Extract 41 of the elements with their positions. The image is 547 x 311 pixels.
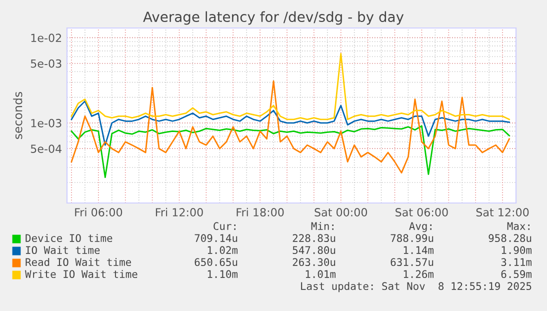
- text: Cur:: [214, 222, 236, 230]
- y-tick-label: 1e-03: [31, 118, 62, 128]
- text: 650.65u: [194, 258, 238, 266]
- y-tick-label: 5e-03: [30, 59, 62, 68]
- text: 1.02m: [208, 246, 238, 254]
- text: 788.99u: [390, 234, 434, 242]
- y-axis-title: seconds: [13, 92, 22, 139]
- text: 1.26m: [404, 270, 434, 278]
- text: 547.80u: [292, 246, 336, 254]
- text: Min:: [311, 222, 334, 230]
- y-tick-label: 1e-02: [31, 34, 62, 42]
- x-tick-label: Sat 12:00: [476, 208, 529, 216]
- text: 1.01m: [306, 270, 336, 278]
- text: Last update: Sat Nov 8 12:55:19 2025: [301, 282, 532, 292]
- legend-label: Write IO Wait time: [25, 270, 138, 278]
- text: 1.10m: [208, 270, 238, 278]
- line-series: [70, 52, 510, 120]
- line-series: [70, 125, 510, 178]
- text: 709.14u: [194, 234, 238, 242]
- x-tick-label: Fri 12:00: [156, 208, 203, 216]
- x-tick-label: Fri 06:00: [75, 208, 122, 216]
- x-tick-label: Sat 00:00: [314, 208, 368, 216]
- line-series: [70, 100, 510, 146]
- text: 1.90m: [502, 246, 532, 254]
- chart-title: Average latency for /dev/sdg - by day: [143, 11, 404, 25]
- legend-label: IO Wait time: [26, 246, 100, 254]
- text: 3.11m: [501, 258, 532, 266]
- text: 631.57u: [390, 258, 434, 266]
- line-series: [70, 80, 510, 174]
- x-tick-label: Sat 06:00: [396, 208, 448, 216]
- text: 958.28u: [488, 234, 532, 242]
- text: Avg:: [409, 222, 432, 232]
- legend-label: Device IO time: [26, 234, 112, 242]
- x-tick-label: Fri 18:00: [236, 208, 284, 216]
- y-tick-label: 5e-04: [30, 144, 62, 153]
- text: 1.14m: [404, 246, 434, 254]
- text: 228.83u: [292, 234, 336, 242]
- text: Max:: [507, 222, 530, 230]
- text: 6.59m: [501, 270, 532, 278]
- legend-label: Read IO Wait time: [26, 258, 131, 266]
- text: 263.30u: [292, 258, 336, 266]
